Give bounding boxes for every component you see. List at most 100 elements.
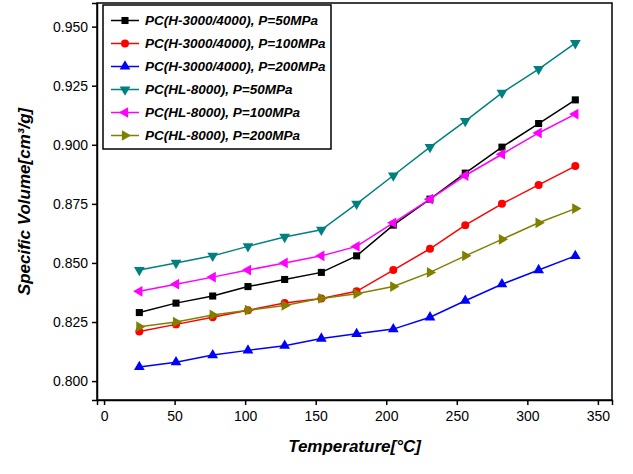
marker (282, 300, 291, 311)
marker (171, 260, 182, 269)
marker (572, 203, 581, 214)
marker (316, 332, 327, 341)
tick: 50 (167, 400, 183, 424)
marker (498, 200, 506, 208)
marker (133, 286, 142, 297)
marker (172, 300, 179, 307)
marker (134, 361, 145, 370)
tick-mark (457, 400, 459, 405)
axis-line (92, 4, 98, 401)
legend-item: PC(H-3000/4000), P=50MPa (111, 13, 318, 28)
tick-label: 50 (167, 408, 183, 424)
tick-mark (92, 322, 97, 324)
marker (572, 96, 579, 103)
legend-item: PC(HL-8000), P=50MPa (111, 82, 293, 97)
marker (318, 293, 327, 304)
marker (424, 194, 433, 205)
legend-marker (122, 130, 131, 141)
marker (497, 278, 508, 287)
tick-label: 0.800 (53, 373, 88, 389)
tick-mark (92, 263, 97, 265)
marker (206, 272, 215, 283)
tick-mark (92, 145, 97, 147)
marker (571, 162, 579, 170)
legend-box (103, 5, 331, 149)
tick-label: 300 (516, 408, 540, 424)
marker (210, 310, 219, 321)
legend-marker (120, 86, 131, 95)
tick-label: 0 (101, 408, 109, 424)
marker (173, 317, 182, 328)
marker (136, 309, 143, 316)
tick-label: 0.825 (53, 314, 88, 330)
marker (570, 250, 581, 259)
legend-marker (121, 40, 129, 48)
axis-line (98, 401, 613, 406)
series (136, 203, 581, 332)
tick-label: 0.900 (53, 137, 88, 153)
tick-label: 0.950 (53, 19, 88, 35)
marker (279, 339, 290, 348)
legend-label: PC(H-3000/4000), P=100MPa (145, 36, 326, 51)
marker (533, 66, 544, 75)
tick: 0.875 (53, 196, 97, 212)
marker (497, 90, 508, 99)
series-line (139, 166, 575, 331)
legend-label: PC(H-3000/4000), P=200MPa (145, 59, 326, 74)
tick-label: 200 (375, 408, 399, 424)
tick: 300 (516, 400, 540, 424)
tick-label: 0.925 (53, 78, 88, 94)
marker (243, 344, 254, 353)
marker (134, 267, 145, 276)
tick-mark (527, 400, 529, 405)
marker (207, 349, 218, 358)
marker (388, 172, 399, 181)
marker (244, 283, 251, 290)
marker (499, 234, 508, 245)
marker (389, 266, 397, 274)
tick-mark (598, 400, 600, 405)
tick-mark (386, 400, 388, 405)
marker (390, 281, 399, 292)
marker (318, 269, 325, 276)
tick: 0.950 (53, 19, 97, 35)
marker (209, 292, 216, 299)
tick: 0 (101, 400, 109, 424)
marker (425, 144, 436, 153)
marker (535, 120, 542, 127)
marker (170, 279, 179, 290)
marker (281, 276, 288, 283)
series (135, 162, 579, 335)
legend: PC(H-3000/4000), P=50MPa PC(H-3000/4000),… (103, 5, 331, 149)
tick-label: 250 (446, 408, 470, 424)
marker (351, 328, 362, 337)
marker (242, 265, 251, 276)
marker (354, 288, 363, 299)
marker (460, 295, 471, 304)
marker (461, 221, 469, 229)
tick-mark (315, 400, 317, 405)
marker (569, 109, 578, 120)
marker (278, 258, 287, 269)
tick: 350 (587, 400, 611, 424)
marker (496, 149, 505, 160)
tick: 100 (234, 400, 258, 424)
tick-label: 100 (234, 408, 258, 424)
plot: 0501001502002503003500.8000.8250.8500.87… (53, 3, 613, 424)
tick: 200 (375, 400, 399, 424)
marker (315, 250, 324, 261)
marker (171, 356, 182, 365)
series-line (139, 114, 575, 291)
series-line (139, 256, 575, 367)
legend-label: PC(HL-8000), P=100MPa (145, 105, 300, 120)
marker (426, 245, 434, 253)
tick-mark (104, 400, 106, 405)
tick: 0.825 (53, 314, 97, 330)
marker (351, 201, 362, 210)
marker (535, 181, 543, 189)
marker (462, 250, 471, 261)
tick-mark (92, 85, 97, 87)
legend-marker (119, 107, 128, 118)
tick: 150 (305, 400, 329, 424)
legend-label: PC(HL-8000), P=50MPa (145, 82, 293, 97)
